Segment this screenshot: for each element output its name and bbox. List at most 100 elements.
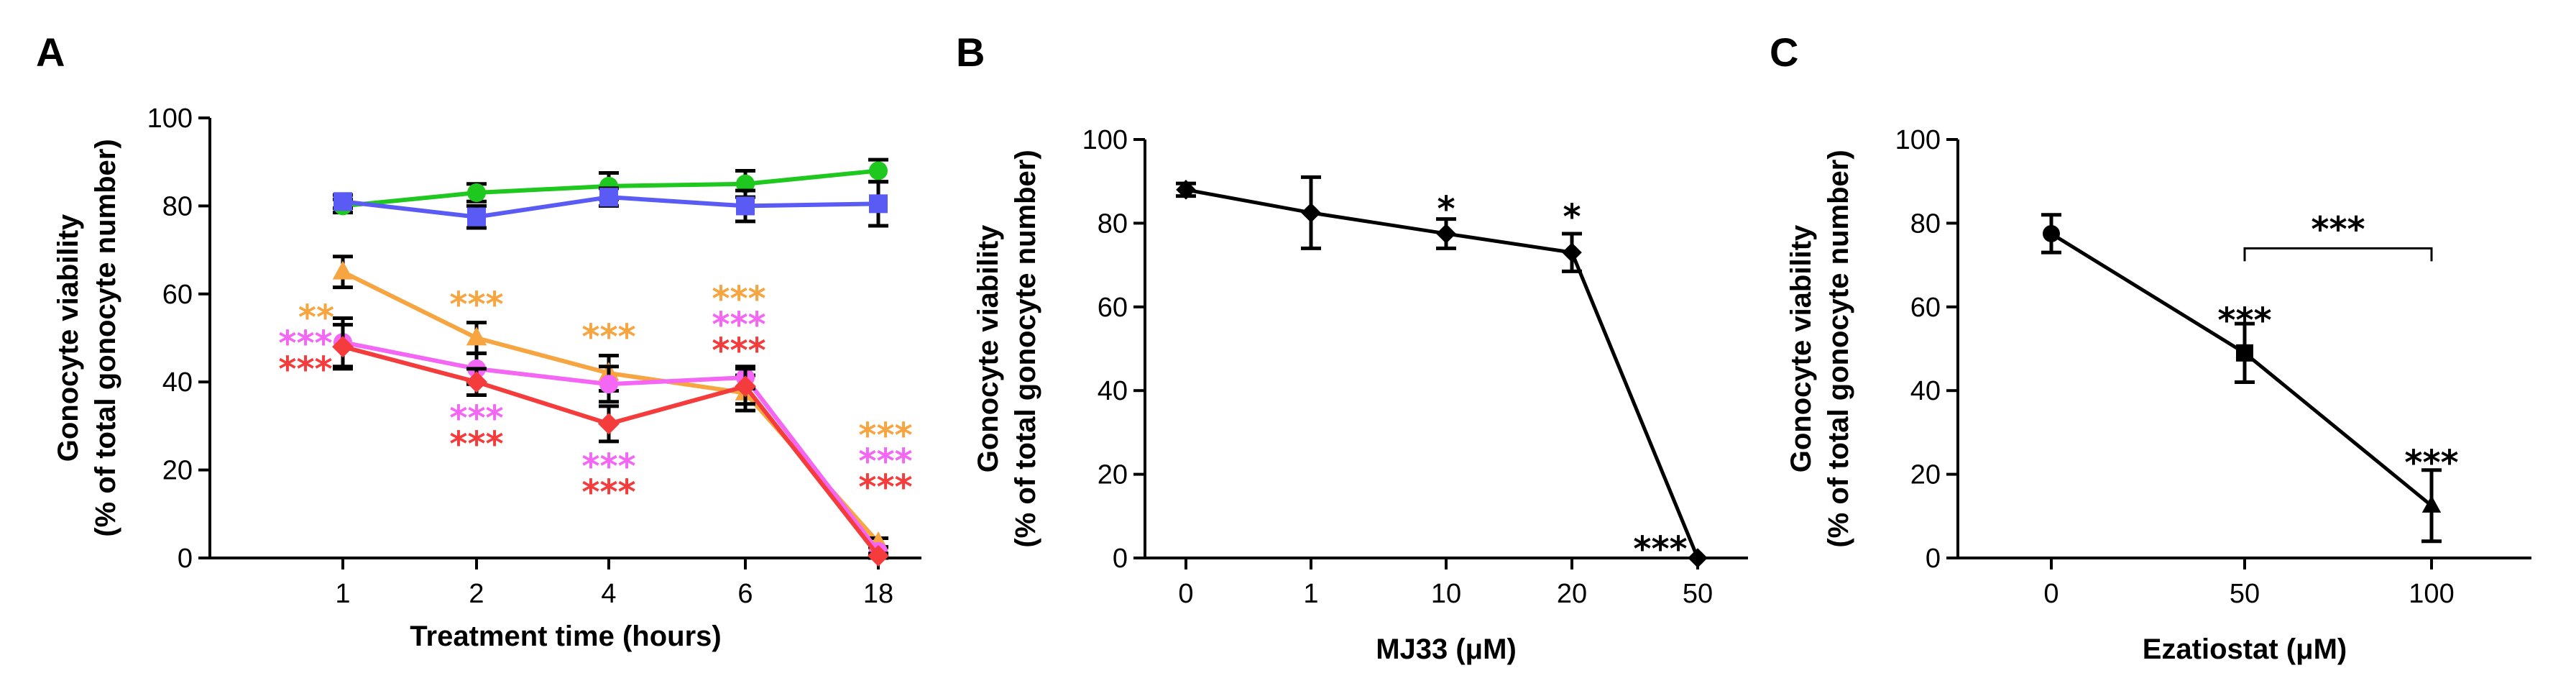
y-tick-label: 20: [162, 456, 193, 486]
panel-a-y-title: Gonocyte viability: [52, 214, 84, 462]
panel-c-annotations: *** *** ***: [2217, 209, 2458, 483]
panel-b: B 0 20 40 60 80 100 0 1 10 20 50 MJ33 (μM) Gonocy…: [956, 29, 1748, 665]
y-tick-label: 100: [147, 104, 193, 134]
significance-label: ***: [858, 441, 912, 482]
panel-b-y-title-2: (% of total gonocyte number): [1010, 150, 1041, 547]
y-tick-label: 0: [1926, 544, 1941, 574]
data-point-mj33: [1688, 548, 1708, 568]
panel-a-y-ticks: 0 20 40 60 80 100: [147, 104, 210, 574]
data-point-ezatiostat: [2043, 224, 2060, 242]
significance-label: ***: [712, 279, 765, 319]
data-point-mj33: [1436, 224, 1456, 244]
significance-label: ***: [581, 447, 635, 487]
panel-b-x-ticks: 0 1 10 20 50: [1178, 558, 1713, 609]
significance-label: ***: [2404, 443, 2458, 483]
y-tick-label: 40: [1910, 376, 1941, 406]
data-point-magenta: [599, 375, 618, 394]
significance-label: ***: [2311, 209, 2365, 250]
significance-label: ***: [278, 349, 332, 390]
data-point-blue: [467, 207, 486, 226]
x-tick-label: 1: [335, 579, 350, 609]
x-tick-label: 6: [737, 579, 753, 609]
panel-c-x-title: Ezatiostat (μM): [2143, 633, 2347, 665]
series-line-mj33: [1185, 188, 1700, 559]
x-tick-label: 1: [1303, 579, 1318, 609]
panel-c-plot: [2041, 213, 2442, 544]
x-tick-label: 20: [1557, 579, 1587, 609]
panel-letter-c: C: [1770, 29, 1798, 75]
panel-c-y-title: Gonocyte viability: [1785, 224, 1817, 472]
panel-c: C 0 20 40 60 80 100 0 50 100 Ezatiostat (μM) Go…: [1770, 29, 2531, 665]
data-point-green: [736, 174, 755, 193]
y-tick-label: 40: [1098, 376, 1128, 406]
significance-label: ***: [449, 285, 503, 325]
y-tick-label: 0: [178, 544, 193, 574]
significance-label: ***: [581, 472, 635, 513]
panel-b-y-title: Gonocyte viability: [972, 224, 1004, 472]
panel-a-y-title-2: (% of total gonocyte number): [90, 139, 121, 536]
y-tick-label: 100: [1082, 125, 1128, 155]
x-tick-label: 0: [1178, 579, 1193, 609]
y-tick-label: 100: [1895, 125, 1941, 155]
data-point-mj33: [1176, 180, 1196, 200]
panel-b-x-title: MJ33 (μM): [1376, 633, 1517, 665]
data-point-mj33: [1301, 203, 1321, 223]
data-point-mj33: [1562, 242, 1582, 262]
significance-label: **: [298, 298, 334, 338]
panel-b-y-ticks: 0 20 40 60 80 100: [1082, 125, 1145, 574]
significance-label: ***: [712, 305, 765, 345]
panel-c-y-ticks: 0 20 40 60 80 100: [1895, 125, 1958, 574]
x-tick-label: 4: [601, 579, 616, 609]
significance-label: ***: [278, 324, 332, 364]
significance-label: ***: [2217, 301, 2271, 341]
data-point-ezatiostat: [2236, 344, 2253, 362]
data-point-red: [598, 413, 620, 435]
x-tick-label: 100: [2409, 579, 2454, 609]
data-point-red: [332, 336, 354, 358]
data-point-orange: [332, 260, 354, 280]
panel-c-x-ticks: 0 50 100: [2043, 558, 2455, 609]
significance-label: ***: [449, 398, 503, 439]
significance-label: ***: [1633, 529, 1687, 569]
x-tick-label: 0: [2043, 579, 2058, 609]
y-tick-label: 80: [1910, 209, 1941, 239]
panel-b-plot: [1176, 175, 1708, 568]
data-point-ezatiostat: [2421, 495, 2442, 513]
y-tick-label: 80: [1098, 209, 1128, 239]
y-tick-label: 0: [1113, 544, 1128, 574]
y-tick-label: 60: [162, 280, 193, 310]
y-tick-label: 80: [162, 191, 193, 221]
panel-a-annotations: ****************************************…: [278, 279, 912, 513]
data-point-green: [869, 161, 888, 180]
x-tick-label: 18: [863, 579, 893, 609]
significance-label: ***: [581, 317, 635, 357]
significance-label: ***: [858, 416, 912, 456]
panel-b-annotations: * ****: [1437, 189, 1687, 569]
significance-label: *: [1437, 189, 1455, 229]
x-tick-label: 50: [2230, 579, 2260, 609]
significance-label: ***: [712, 331, 765, 371]
x-tick-label: 50: [1683, 579, 1713, 609]
significance-label: *: [1563, 197, 1581, 237]
data-point-red: [735, 375, 756, 398]
y-tick-label: 60: [1098, 293, 1128, 323]
data-point-blue: [869, 194, 888, 214]
data-point-red: [868, 544, 889, 567]
panel-letter-b: B: [956, 29, 985, 75]
y-tick-label: 20: [1910, 460, 1941, 490]
data-point-blue: [599, 188, 618, 207]
y-tick-label: 20: [1098, 460, 1128, 490]
comparison-bracket: [2243, 247, 2433, 262]
significance-label: ***: [449, 424, 503, 465]
y-tick-label: 60: [1910, 293, 1941, 323]
data-point-blue: [736, 196, 755, 216]
data-point-orange: [466, 326, 487, 346]
y-tick-label: 40: [162, 367, 193, 398]
x-tick-label: 2: [469, 579, 484, 609]
series-line-ezatiostat: [2050, 232, 2433, 508]
data-point-green: [467, 183, 486, 203]
significance-label: ***: [858, 467, 912, 508]
data-point-red: [466, 371, 487, 393]
data-point-blue: [334, 192, 352, 211]
